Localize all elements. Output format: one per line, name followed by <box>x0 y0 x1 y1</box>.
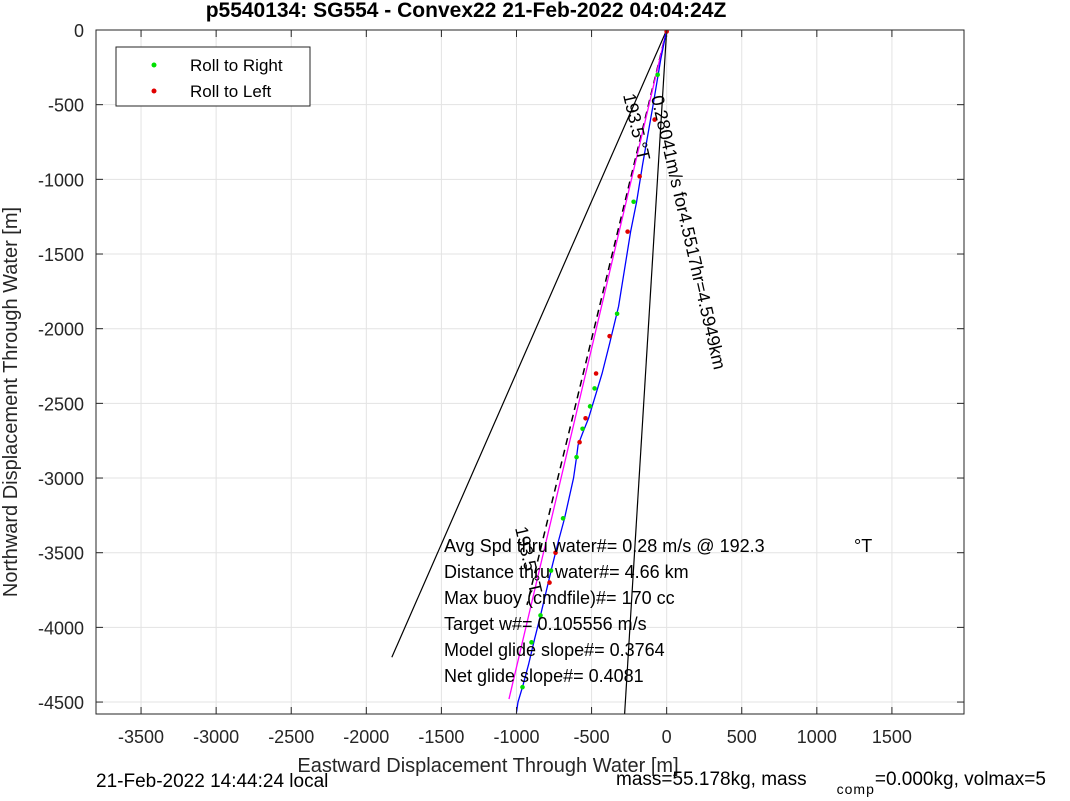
stats-unit: °T <box>854 536 872 556</box>
y-tick-label: -3500 <box>38 544 84 564</box>
stats-line: Avg Spd thru water#= 0.28 m/s @ 192.3 <box>444 536 765 556</box>
local-time: 21-Feb-2022 14:44:24 local <box>96 771 329 792</box>
x-tick-label: 0 <box>662 727 672 747</box>
cone-line <box>391 30 668 658</box>
y-axis-label: Northward Displacement Through Water [m] <box>0 207 22 597</box>
roll-right-point <box>631 199 636 205</box>
roll-left-point <box>607 333 612 339</box>
roll-left-point <box>637 174 642 179</box>
axis-ticks: -3500 -3000 -2500 -2000 -1500 -1000 -500 0 500 10… <box>38 21 964 747</box>
roll-left-point <box>547 580 552 585</box>
legend-label-roll-left: Roll to Left <box>190 82 272 101</box>
grid <box>96 29 964 714</box>
x-tick-label: 1000 <box>797 727 837 747</box>
legend-marker-roll-right <box>151 62 157 68</box>
roll-right-point <box>592 386 597 391</box>
mass-prefix: mass=55.178kg, mass <box>616 769 807 790</box>
legend: Roll to Right Roll to Left <box>115 46 311 107</box>
x-tick-label: 1500 <box>872 727 912 747</box>
roll-right-point <box>548 568 554 573</box>
chart-title: p5540134: SG554 - Convex22 21-Feb-2022 0… <box>206 0 727 22</box>
roll-right-point <box>655 72 660 78</box>
x-tick-label: -3500 <box>118 727 164 747</box>
stats-line: Model glide slope#= 0.3764 <box>444 640 665 660</box>
roll-left-point <box>553 550 558 556</box>
x-tick-label: -2000 <box>343 727 389 747</box>
x-tick-label: 500 <box>727 727 757 747</box>
stats-line: Net glide slope#= 0.4081 <box>444 666 644 686</box>
x-tick-label: -1500 <box>418 727 464 747</box>
y-tick-label: -2000 <box>38 320 84 340</box>
y-tick-label: -500 <box>48 96 84 116</box>
track-line <box>515 30 668 713</box>
y-tick-label: -1000 <box>38 170 84 190</box>
plot-layer <box>391 30 669 714</box>
x-tick-label: -500 <box>574 727 610 747</box>
x-tick-label: -2500 <box>268 727 314 747</box>
fit-line <box>508 30 668 700</box>
y-tick-label: 0 <box>74 21 84 41</box>
roll-right-point <box>538 613 543 618</box>
stats-line: Target w#= 0.105556 m/s <box>444 614 647 634</box>
dashed-heading-line <box>526 30 668 606</box>
plot-area <box>96 30 964 714</box>
roll-left-point <box>583 415 588 421</box>
legend-marker-roll-left <box>151 88 157 94</box>
stats-line: Max buoy (cmdfile)#= 170 cc <box>444 588 675 608</box>
roll-right-point <box>614 311 620 317</box>
y-tick-label: -2500 <box>38 394 84 414</box>
axes-box <box>95 29 965 715</box>
x-tick-label: -3000 <box>193 727 239 747</box>
roll-right-point <box>560 516 566 521</box>
cone-line <box>624 30 668 714</box>
mass-comp-subscript: comp <box>836 781 875 797</box>
mass-suffix: =0.000kg, volmax=5 <box>874 769 1046 790</box>
roll-right-point <box>529 640 534 645</box>
roll-right-point <box>580 426 585 432</box>
stats-block: Avg Spd thru water#= 0.28 m/s @ 192.3 Dis… <box>444 536 765 686</box>
legend-label-roll-right: Roll to Right <box>190 56 283 75</box>
y-tick-label: -1500 <box>38 245 84 265</box>
roll-right-point <box>520 684 525 690</box>
legend-box <box>115 46 311 107</box>
y-tick-label: -4000 <box>38 618 84 638</box>
mass-info: mass=55.178kg, mass comp=0.000kg, volmax=… <box>616 769 1046 797</box>
roll-right-point <box>587 404 593 409</box>
roll-left-point <box>593 371 599 376</box>
roll-left-point <box>577 439 582 445</box>
y-tick-label: -3000 <box>38 469 84 489</box>
stats-line: Distance thru water#= 4.66 km <box>444 562 689 582</box>
roll-left-point <box>625 229 630 234</box>
roll-right-point <box>574 454 579 460</box>
y-tick-label: -4500 <box>38 693 84 713</box>
roll-left-point <box>652 117 657 122</box>
x-axis-label: Eastward Displacement Through Water [m] <box>297 755 678 777</box>
x-tick-label: -1000 <box>493 727 539 747</box>
